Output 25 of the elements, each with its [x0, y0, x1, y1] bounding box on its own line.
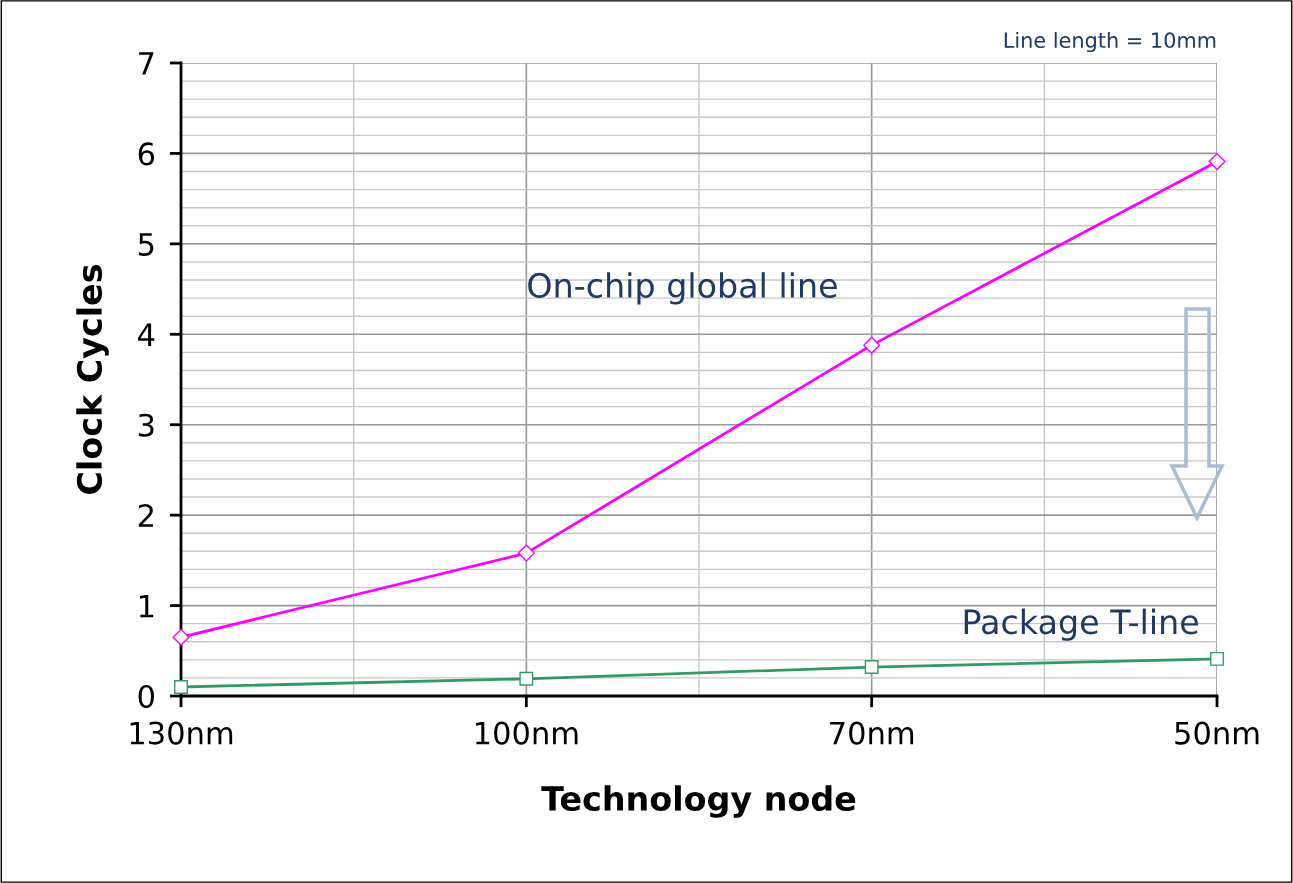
x-tick-label: 100nm: [475, 721, 578, 745]
y-tick-label: 7: [139, 52, 154, 75]
series-label: Package T-line: [964, 608, 1198, 641]
x-tick-label: 50nm: [1175, 721, 1259, 745]
point: [864, 660, 879, 675]
point: [1208, 153, 1226, 171]
x-tick-label: 70nm: [830, 721, 914, 745]
y-tick-label: 1: [139, 594, 154, 618]
point: [519, 671, 534, 686]
y-axis-title: Clock Cycles: [76, 265, 109, 494]
y-tick-label: 2: [138, 504, 153, 527]
y-tick-label: 6: [138, 142, 155, 166]
x-tick-label: 130nm: [130, 721, 233, 745]
point: [1210, 651, 1224, 666]
y-tick-label: 3: [138, 413, 154, 437]
y-tick-label: 5: [138, 233, 154, 256]
point: [517, 544, 535, 562]
point: [174, 680, 188, 694]
point: [172, 628, 190, 646]
series-label: On-chip global line: [528, 272, 837, 305]
point: [863, 336, 881, 354]
x-axis-title: Technology node: [541, 785, 856, 818]
y-tick-label: 0: [138, 684, 154, 709]
text: Line length = 10mm: [1004, 31, 1216, 53]
y-tick-label: 4: [138, 323, 155, 346]
